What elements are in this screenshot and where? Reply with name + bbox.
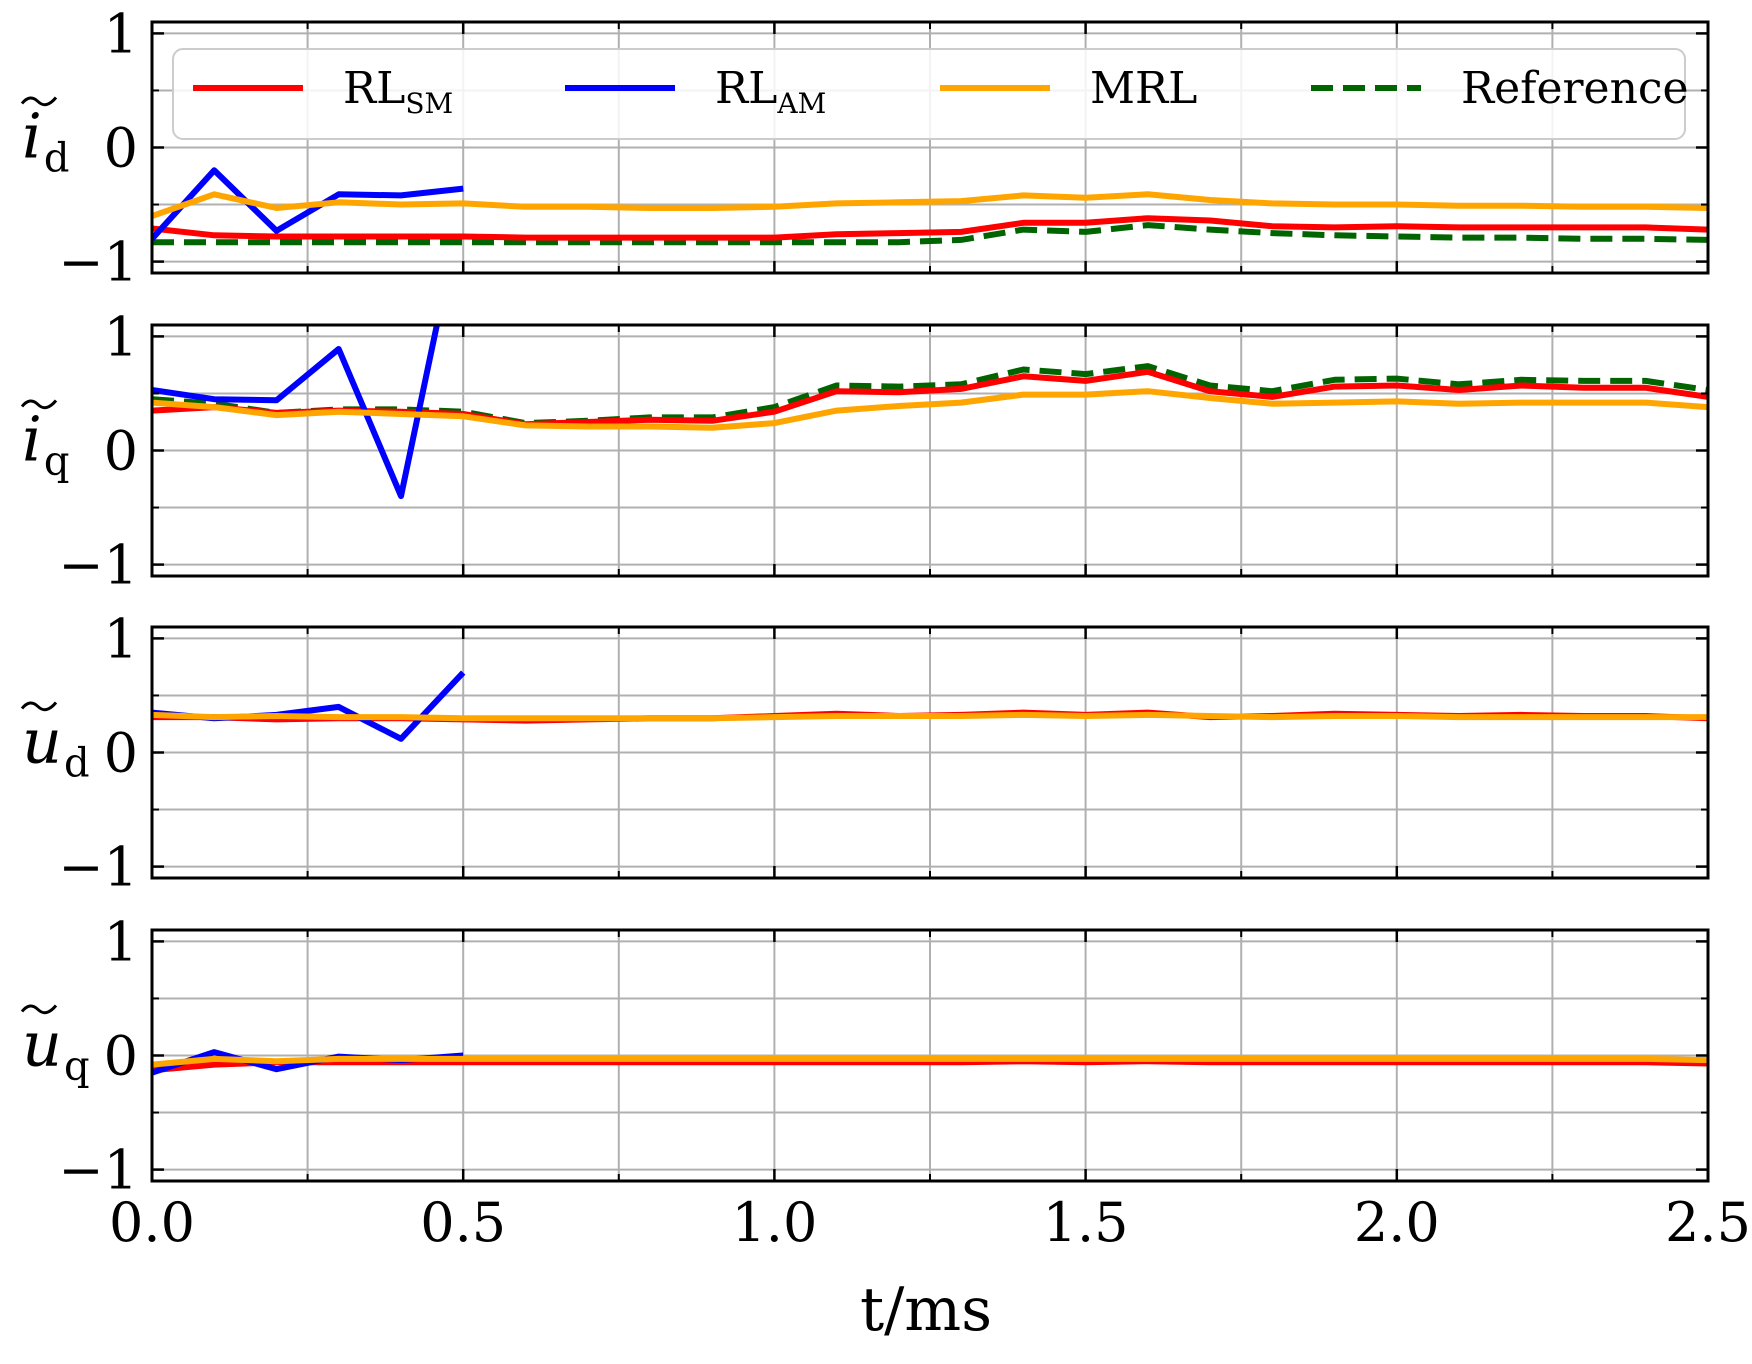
y-axis-label-subscript: d	[64, 741, 90, 787]
series-group	[152, 670, 1708, 742]
legend-frame	[172, 48, 1686, 140]
series-group	[152, 325, 1708, 500]
series-line-mrl	[152, 711, 1708, 722]
subplot-1: −1 0 1 id	[20, 2, 1710, 294]
legend: RLSM RLAM MRL Reference	[172, 48, 1689, 140]
y-tick-label: 1	[104, 910, 138, 973]
series-line-rl_am	[152, 325, 440, 500]
y-tick-label: 0	[104, 1025, 138, 1088]
y-axis-label: id	[22, 100, 69, 182]
y-axis-label-subscript: q	[44, 439, 70, 485]
series-group	[152, 167, 1708, 246]
y-tick-label: 1	[104, 305, 138, 368]
x-tick-label: 0.0	[109, 1191, 195, 1254]
x-tick-label: 1.0	[731, 1191, 817, 1254]
tilde-mark	[20, 701, 58, 712]
legend-label-subscript: SM	[405, 87, 453, 120]
y-tick-label: 0	[104, 420, 138, 483]
series-line-mrl	[152, 388, 1708, 431]
series-line-mrl	[152, 1055, 1708, 1068]
subplot-2: −1 0 1 iq	[20, 305, 1710, 597]
x-tick-label: 1.5	[1043, 1191, 1129, 1254]
x-axis-label: t/ms	[860, 1275, 992, 1345]
y-axis-label: uq	[22, 1008, 90, 1090]
y-tick-label: −1	[58, 534, 138, 597]
y-tick-label: 0	[104, 117, 138, 180]
legend-label-reference: Reference	[1461, 63, 1689, 114]
y-tick-label: 0	[104, 722, 138, 785]
subplot-4: −1 0 1uq 0.0 0.5 1.0 1.5 2.0 2.5	[20, 910, 1751, 1254]
y-tick-label: −1	[58, 836, 138, 899]
x-tick-label: 2.5	[1665, 1191, 1751, 1254]
y-axis-label: ud	[22, 705, 90, 787]
tilde-mark	[20, 1004, 58, 1015]
y-tick-label: −1	[58, 231, 138, 294]
legend-label-rl_sm: RLSM	[343, 63, 453, 120]
series-line-reference	[152, 222, 1708, 246]
tilde-mark	[20, 399, 58, 410]
legend-label-subscript: AM	[776, 87, 826, 120]
series-line-mrl	[152, 191, 1708, 219]
y-axis-label-subscript: d	[44, 136, 70, 182]
y-tick-label: 1	[104, 607, 138, 670]
series-line-rl_sm	[152, 215, 1708, 241]
y-tick-label: −1	[58, 1139, 138, 1202]
x-tick-label: 2.0	[1354, 1191, 1440, 1254]
y-tick-label: 1	[104, 2, 138, 65]
y-axis-label-subscript: q	[64, 1044, 90, 1090]
x-tick-label: 0.5	[420, 1191, 506, 1254]
tilde-mark	[20, 96, 58, 107]
series-group	[152, 1049, 1708, 1076]
subplot-3: −1 0 1ud	[20, 607, 1710, 899]
y-axis-label: iq	[22, 403, 69, 485]
legend-label-mrl: MRL	[1090, 63, 1197, 114]
series-line-rl_am	[152, 167, 464, 241]
